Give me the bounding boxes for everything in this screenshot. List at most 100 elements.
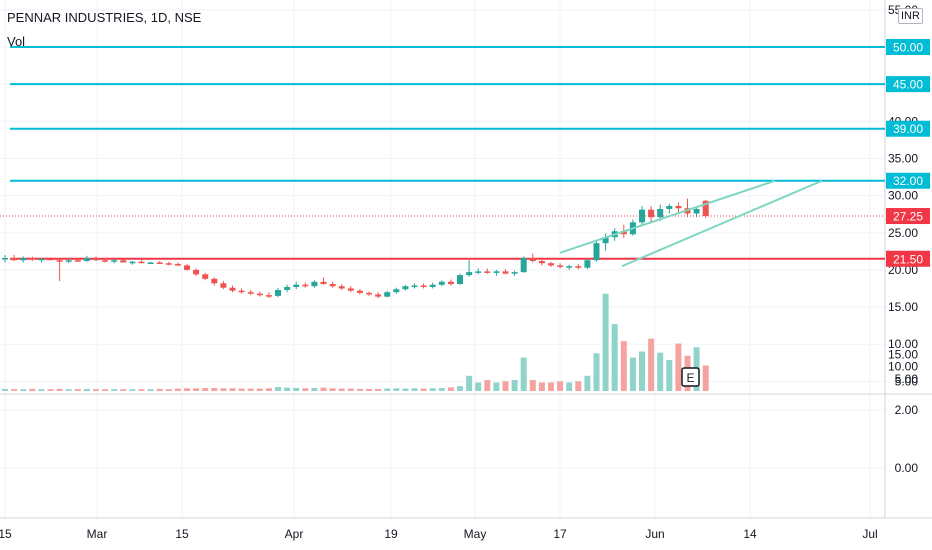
candle-body	[275, 289, 281, 296]
volume-bar	[56, 388, 63, 391]
volume-bar	[184, 388, 190, 391]
candle-body	[311, 281, 318, 287]
volume-bar	[293, 387, 300, 391]
candle-body	[338, 286, 345, 289]
volume-bar	[420, 388, 427, 391]
candle-body	[165, 263, 172, 265]
volume-axis-tick-label: 10.00	[888, 360, 918, 374]
candle-body	[447, 281, 454, 285]
candle-body	[493, 271, 500, 273]
candle-body	[538, 260, 545, 264]
level-price-label: 32.00	[893, 174, 923, 188]
volume-bar	[356, 388, 363, 391]
candle-body	[511, 272, 518, 274]
x-axis-tick-label: 19	[384, 527, 398, 541]
level-price-label: 39.00	[893, 122, 923, 136]
current-price-label: 27.25	[893, 210, 923, 224]
volume-legend[interactable]: Vol	[7, 34, 26, 49]
candle-body	[557, 265, 564, 267]
candle-body	[548, 263, 554, 266]
candle-body	[429, 284, 436, 287]
volume-bar	[629, 357, 636, 391]
candle-body	[111, 260, 118, 262]
price-axis-tick-label: 5.00	[895, 374, 919, 388]
volume-bar	[666, 359, 673, 391]
volume-axis-tick-label: 15.00	[888, 348, 918, 362]
candle-body	[566, 266, 573, 268]
volume-bar	[639, 351, 645, 391]
candle-body	[65, 260, 72, 262]
candle-body	[466, 272, 473, 276]
volume-bar	[566, 382, 573, 391]
volume-bar	[284, 387, 291, 391]
volume-bar	[129, 389, 136, 391]
volume-bar	[393, 388, 400, 391]
volume-bar	[256, 388, 263, 391]
candle-body	[320, 281, 327, 285]
volume-bar	[47, 389, 54, 391]
volume-bar	[329, 388, 336, 391]
candle-body	[238, 290, 245, 293]
price-axis-tick-label: 15.00	[888, 300, 918, 314]
candle-body	[174, 263, 181, 266]
level-price-label-box	[886, 250, 930, 267]
x-axis-tick-label: 15	[175, 527, 189, 541]
volume-bar	[557, 381, 564, 391]
volume-bar	[347, 388, 354, 391]
volume-bar	[502, 381, 509, 391]
candle-body	[593, 243, 600, 261]
candle-body	[129, 261, 136, 264]
candle-body	[120, 260, 127, 263]
volume-bar	[193, 388, 200, 391]
x-axis-tick-label: 14	[743, 527, 757, 541]
volume-bar	[511, 380, 518, 391]
volume-bar	[29, 388, 36, 391]
candle-body	[375, 294, 382, 297]
candle-body	[211, 278, 218, 284]
indicator-axis-tick-label: 0.00	[895, 461, 919, 475]
candle-body	[2, 258, 8, 260]
candle-body	[520, 258, 527, 273]
candle-body	[11, 258, 18, 261]
candle-body	[56, 260, 63, 262]
candle-body	[83, 258, 90, 261]
level-price-label: 45.00	[893, 78, 923, 92]
candle-body	[156, 262, 163, 264]
candle-body	[402, 286, 409, 290]
volume-bar	[238, 388, 245, 391]
candle-body	[575, 266, 582, 268]
volume-bar	[657, 352, 664, 391]
volume-bar	[675, 343, 682, 391]
volume-bar	[593, 353, 600, 391]
candle-body	[529, 258, 536, 261]
volume-bar	[320, 387, 327, 391]
currency-badge[interactable]: INR	[898, 8, 923, 24]
candle-body	[420, 285, 427, 288]
candle-body	[584, 260, 591, 268]
candle-body	[329, 284, 336, 287]
volume-bar	[548, 382, 554, 391]
volume-bar	[611, 324, 618, 391]
candle-body	[265, 295, 272, 297]
symbol-legend[interactable]: PENNAR INDUSTRIES, 1D, NSE	[7, 10, 202, 25]
volume-bar	[575, 381, 582, 391]
volume-bar	[165, 389, 172, 391]
volume-bar	[457, 386, 463, 391]
candle-body	[356, 290, 363, 293]
volume-bar	[138, 389, 145, 391]
candle-body	[438, 281, 445, 285]
volume-bar	[265, 388, 272, 391]
candle-body	[620, 231, 627, 235]
volume-bar	[402, 388, 409, 391]
volume-bar	[493, 382, 500, 391]
candle-body	[457, 275, 463, 285]
channel-upper-line	[559, 179, 776, 254]
candle-body	[366, 292, 372, 295]
current-price-label-box	[886, 208, 930, 225]
candle-body	[293, 284, 300, 287]
volume-bar	[20, 389, 27, 391]
earnings-marker-box	[681, 367, 700, 387]
volume-bar	[338, 388, 345, 391]
